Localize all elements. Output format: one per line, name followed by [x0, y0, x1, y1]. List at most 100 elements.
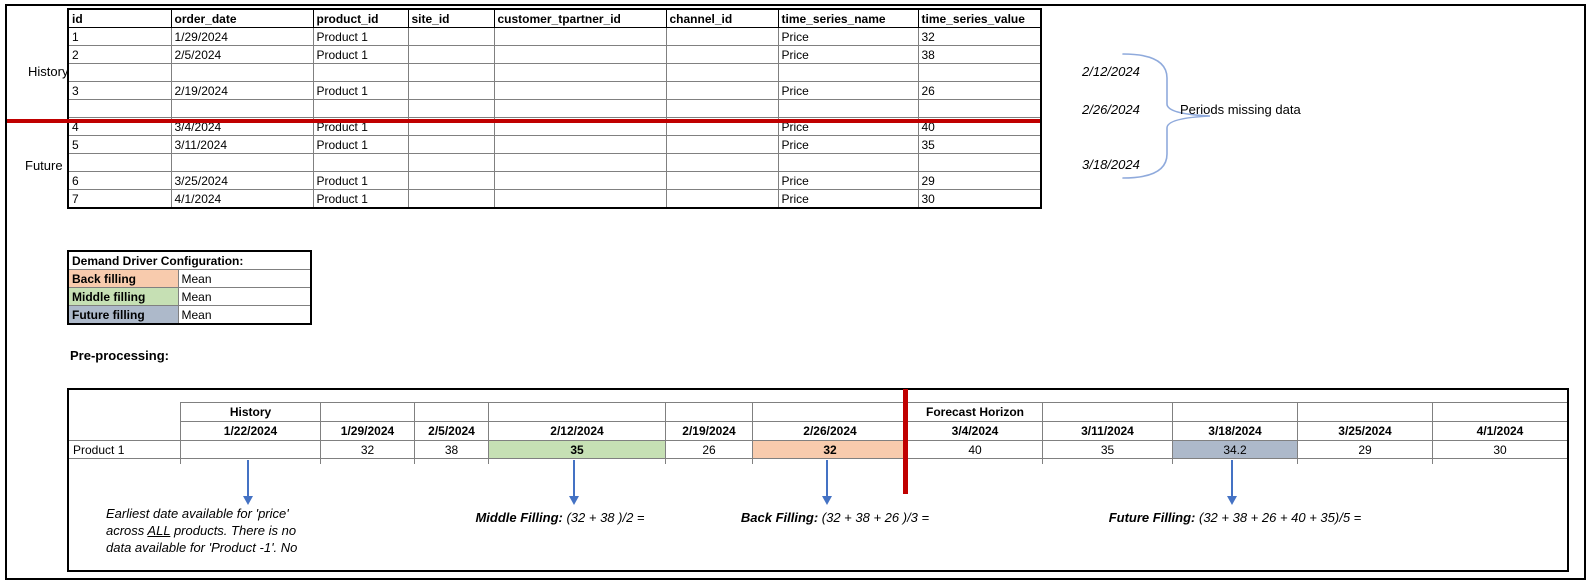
config-row: Middle filling Mean [67, 287, 312, 306]
cell [917, 153, 1042, 172]
cell [493, 27, 667, 46]
cell [493, 153, 667, 172]
cell: Product 1 [312, 189, 409, 209]
date-header: 3/18/2024 [1172, 421, 1297, 440]
table-row: 2 2/5/2024 Product 1 Price 38 [67, 45, 1042, 64]
note-line: data available for 'Product -1'. No [106, 540, 298, 555]
back-filling-value: Mean [177, 269, 312, 288]
note-future-filling: Future Filling: (32 + 38 + 26 + 40 + 35)… [1108, 510, 1362, 525]
table-row: 3 2/19/2024 Product 1 Price 26 [67, 81, 1042, 100]
header-cell: product_id [312, 8, 409, 28]
cell [493, 63, 667, 82]
group-header-cell [665, 402, 752, 421]
cell: Product 1 [312, 135, 409, 154]
missing-data-label: Periods missing data [1180, 102, 1301, 117]
date-header: 3/4/2024 [907, 421, 1042, 440]
header-cell: channel_id [665, 8, 779, 28]
note-back-filling: Back Filling: (32 + 38 + 26 )/3 = [740, 510, 930, 525]
cell [407, 27, 495, 46]
down-arrow-icon [1226, 460, 1237, 505]
orders-header-row: id order_date product_id site_id custome… [67, 8, 1042, 28]
future-filling-label: Future filling [67, 305, 179, 325]
cell: Price [777, 45, 919, 64]
header-cell: time_series_name [777, 8, 919, 28]
future-label: Future [25, 158, 63, 173]
cell: 3/11/2024 [170, 135, 314, 154]
cell [407, 189, 495, 209]
cell [312, 63, 409, 82]
group-header-cell [1042, 402, 1172, 421]
cell [493, 189, 667, 209]
grid-stub [414, 459, 415, 464]
preprocessing-heading: Pre-processing: [70, 348, 169, 363]
group-header-cell [752, 402, 907, 421]
value-cell: 32 [320, 440, 414, 459]
cell [170, 63, 314, 82]
date-header: 1/22/2024 [180, 421, 320, 440]
forecast-divider-line [903, 389, 908, 494]
value-cell: 29 [1297, 440, 1432, 459]
cell [665, 153, 779, 172]
cell: 29 [917, 171, 1042, 190]
grid-stub [180, 459, 181, 464]
missing-date: 3/18/2024 [1082, 157, 1140, 172]
cell [67, 63, 172, 82]
table-row: 7 4/1/2024 Product 1 Price 30 [67, 189, 1042, 209]
cell: Price [777, 135, 919, 154]
back-filled-value-cell: 32 [752, 440, 907, 459]
cell [407, 135, 495, 154]
grid-stub [665, 459, 666, 464]
value-cell: 30 [1432, 440, 1567, 459]
date-header: 2/19/2024 [665, 421, 752, 440]
cell [493, 45, 667, 64]
cell: Price [777, 27, 919, 46]
value-cell [180, 440, 320, 459]
cell: 5 [67, 135, 172, 154]
cell [407, 153, 495, 172]
config-row: Future filling Mean [67, 305, 312, 325]
note-line: Earliest date available for 'price' [106, 506, 289, 521]
curly-brace-icon [1122, 53, 1211, 179]
table-row [67, 63, 1042, 82]
cell: 7 [67, 189, 172, 209]
note-middle-filling: Middle Filling: (32 + 38 )/2 = [475, 510, 645, 525]
cell [665, 27, 779, 46]
group-header-cell [320, 402, 414, 421]
back-filling-label: Back filling [67, 269, 179, 288]
header-cell: id [67, 8, 172, 28]
cell: Product 1 [312, 81, 409, 100]
cell [665, 45, 779, 64]
cell: 3/25/2024 [170, 171, 314, 190]
cell [312, 99, 409, 118]
cell [777, 63, 919, 82]
middle-filled-value-cell: 35 [488, 440, 665, 459]
group-header-cell [1432, 402, 1567, 421]
grid-stub [488, 459, 489, 464]
cell [665, 99, 779, 118]
cell [312, 153, 409, 172]
cell: 1/29/2024 [170, 27, 314, 46]
cell: 38 [917, 45, 1042, 64]
down-arrow-icon [242, 460, 253, 505]
date-header: 1/29/2024 [320, 421, 414, 440]
header-cell: site_id [407, 8, 495, 28]
cell: Price [777, 171, 919, 190]
date-header: 3/11/2024 [1042, 421, 1172, 440]
cell: Price [777, 81, 919, 100]
grid-stub [752, 459, 753, 464]
cell: Product 1 [312, 27, 409, 46]
table-row: 1 1/29/2024 Product 1 Price 32 [67, 27, 1042, 46]
cell [407, 81, 495, 100]
cell: 2/19/2024 [170, 81, 314, 100]
cell [493, 135, 667, 154]
grid-stub [1432, 459, 1433, 464]
cell [777, 99, 919, 118]
cell [407, 45, 495, 64]
cell [665, 63, 779, 82]
middle-filling-value: Mean [177, 287, 312, 306]
table-row [67, 99, 1042, 118]
table-row: 6 3/25/2024 Product 1 Price 29 [67, 171, 1042, 190]
value-cell: 35 [1042, 440, 1172, 459]
demand-driver-config-table: Demand Driver Configuration: Back fillin… [67, 250, 313, 325]
